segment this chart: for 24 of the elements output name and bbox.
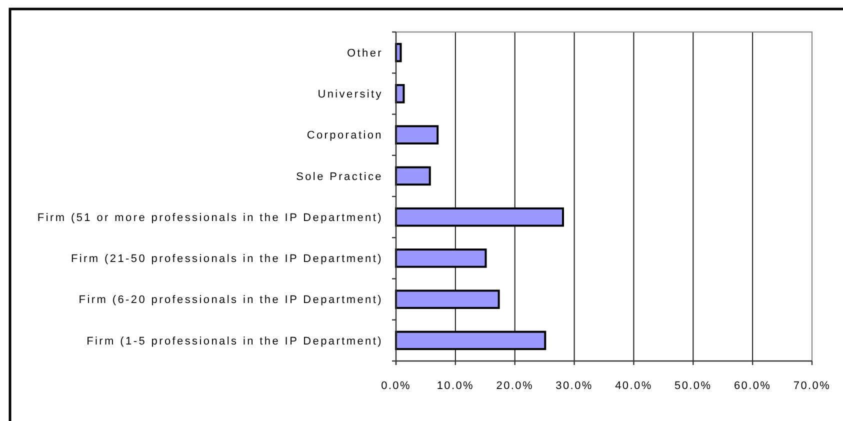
y-tick-label: Firm (51 or more professionals in the IP Department) [37,212,383,224]
bar [395,330,546,350]
y-tick-label: Firm (6-20 professionals in the IP Department) [78,294,383,306]
x-tick-label: 60.0% [734,380,772,392]
bar [395,166,431,186]
x-tick-label: 10.0% [436,380,474,392]
x-tick-label: 20.0% [496,380,534,392]
y-tick-label: Firm (1-5 professionals in the IP Department) [86,335,383,348]
bar [395,290,500,309]
y-tick-label: Corporation [306,130,383,142]
y-tick-label: Sole Practice [296,170,383,183]
bar [395,42,402,62]
y-tick-label: Other [346,47,383,60]
y-tick-label: University [318,88,383,101]
bar [395,207,564,227]
y-tick-label: Firm (21-50 professionals in the IP Department) [70,253,383,266]
bar [395,125,439,144]
x-tick-label: 40.0% [615,380,652,392]
bar [395,84,405,104]
x-tick-label: 0.0% [381,380,411,392]
x-tick-label: 30.0% [556,380,593,392]
x-tick-label: 50.0% [674,380,712,392]
x-tick-label: 70.0% [793,380,831,392]
bar [395,248,487,268]
